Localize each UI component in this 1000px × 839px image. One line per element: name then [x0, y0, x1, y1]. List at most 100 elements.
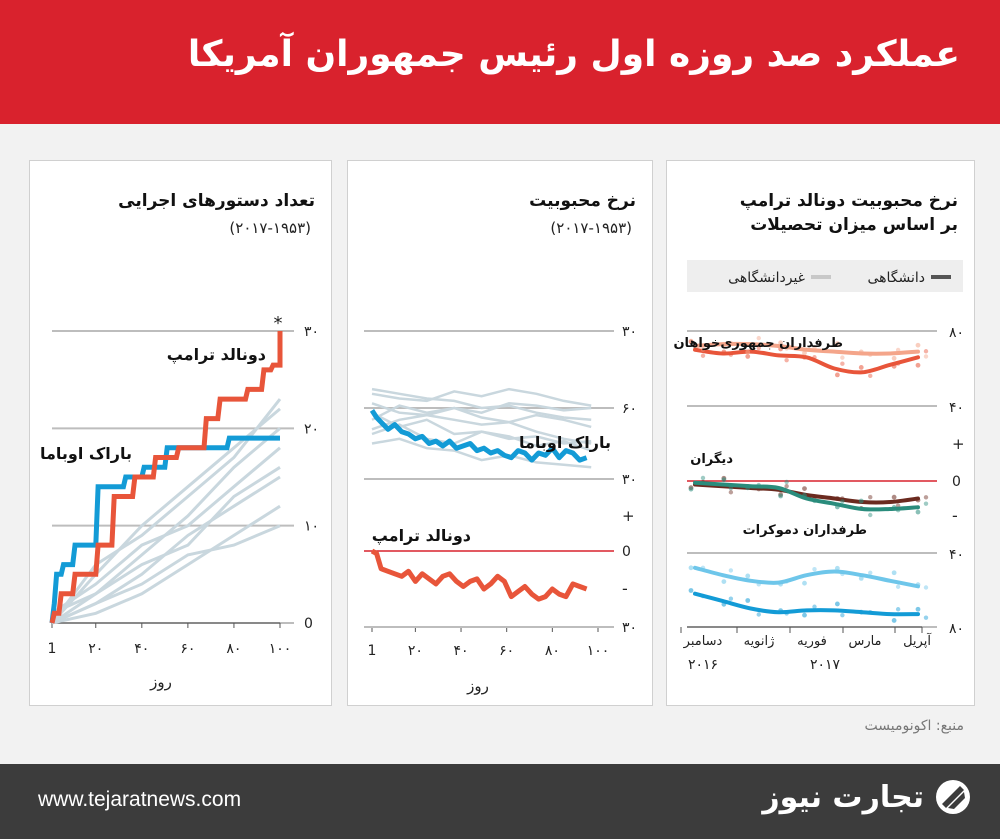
- series-line-obama: [369, 409, 588, 463]
- scatter-point: [840, 361, 845, 366]
- chart-title-line-1: نرخ محبوبیت دونالد ترامپ: [739, 191, 958, 211]
- background-series-line: [371, 423, 592, 452]
- scatter-point: [745, 598, 751, 603]
- y-tick-label: -: [952, 506, 958, 525]
- x-tick-label: ۲۰: [88, 641, 103, 657]
- scatter-point: [778, 493, 784, 499]
- scatter-point: [812, 604, 817, 609]
- x-tick-label: ۱۰۰: [269, 641, 292, 657]
- scatter-point: [891, 355, 897, 361]
- panel-approval-by-education: نرخ محبوبیت دونالد ترامپ بر اساس میزان ت…: [666, 160, 975, 706]
- x-tick-label: ۱۰۰: [587, 643, 610, 659]
- x-tick-label: فوریه: [797, 634, 827, 649]
- scatter-point: [891, 570, 897, 576]
- series-label-obama: باراک اوباما: [519, 433, 611, 452]
- footer: www.tejaratnews.com تجارت نیوز: [0, 764, 1000, 839]
- y-tick-label: 0: [952, 474, 961, 490]
- scatter-point: [923, 495, 929, 500]
- brand-logo: تجارت نیوز: [762, 778, 972, 816]
- series-line-2-1: [693, 565, 920, 589]
- scatter-point: [700, 475, 706, 481]
- x-tick-label: 1: [48, 641, 57, 657]
- group-label: دیگران: [690, 451, 733, 467]
- scatter-point: [915, 509, 921, 515]
- scatter-point: [834, 601, 840, 607]
- y-tick-label: ۴۰: [949, 400, 964, 416]
- panel-executive-orders: تعداد دستورهای اجرایی (۲۰۱۷-۱۹۵۳) 0 ۱۰ ۲۰ ۳…: [29, 160, 332, 706]
- y-tick-label: ۸۰: [949, 621, 964, 637]
- legend-label-college: دانشگاهی: [867, 269, 925, 286]
- scatter-point: [778, 340, 784, 346]
- scatter-point: [745, 349, 751, 355]
- series-label-trump: دونالد ترامپ: [167, 345, 266, 365]
- scatter-point: [721, 477, 727, 483]
- background-series-line: [371, 402, 592, 431]
- x-axis-label: روز: [466, 677, 489, 695]
- series-line-0-1: [693, 341, 920, 356]
- background-series-line: [51, 466, 281, 615]
- website-url: www.tejaratnews.com: [38, 788, 242, 811]
- series-line-0-0: [693, 347, 920, 375]
- y-tick-label: ۱۰: [304, 519, 319, 535]
- scatter-point: [895, 584, 901, 589]
- scatter-point: [745, 573, 751, 579]
- x-tick-label: ۴۰: [134, 641, 149, 657]
- scatter-point: [891, 618, 897, 623]
- x-tick-label: ۶۰: [180, 641, 195, 657]
- scatter-point: [858, 498, 864, 504]
- series-label-obama: باراک اوباما: [40, 444, 132, 463]
- y-tick-label: ۴۰: [949, 547, 964, 563]
- scatter-point: [688, 588, 694, 593]
- scatter-point: [923, 585, 929, 590]
- background-series-line: [371, 387, 592, 407]
- group-label: طرفداران دموکرات: [743, 523, 867, 538]
- scatter-point: [868, 373, 873, 379]
- background-series-line: [51, 524, 281, 625]
- scatter-point: [834, 341, 840, 347]
- page-title: عملکرد صد روزه اول رئیس جمهوران آمریکا: [187, 34, 960, 75]
- scatter-point: [688, 338, 694, 344]
- scatter-point: [802, 612, 807, 618]
- x-tick-label: ۸۰: [226, 641, 241, 657]
- scatter-point: [858, 365, 864, 370]
- scatter-point: [721, 579, 727, 584]
- x-tick-label: دسامبر: [683, 634, 723, 649]
- scatter-point: [802, 350, 807, 356]
- scatter-point: [784, 357, 789, 363]
- legend-swatch-noncollege: [811, 275, 831, 279]
- scatter-point: [868, 512, 873, 518]
- scatter-point: [756, 345, 761, 351]
- chart-subtitle: (۲۰۱۷-۱۹۵۳): [229, 219, 311, 237]
- scatter-point: [756, 335, 761, 341]
- annotation-asterisk: *: [274, 313, 283, 334]
- scatter-point: [915, 606, 921, 612]
- scatter-point: [700, 347, 706, 352]
- chart-subtitle: (۲۰۱۷-۱۹۵۳): [550, 219, 632, 237]
- y-tick-label: ۳۰: [622, 324, 637, 340]
- chart-title: نرخ محبوبیت دونالد ترامپ بر اساس میزان ت…: [740, 189, 958, 237]
- x-tick-label: ۸۰: [545, 643, 560, 659]
- group-label: طرفداران جمهوری‌خواهان: [673, 336, 843, 351]
- scatter-point: [728, 596, 734, 601]
- x-axis-label: روز: [149, 673, 172, 691]
- background-series-line: [371, 437, 592, 469]
- y-tick-label: ۳۰: [304, 324, 319, 340]
- legend-label-noncollege: غیردانشگاهی: [728, 269, 805, 286]
- background-series-line: [371, 402, 592, 445]
- scatter-point: [923, 354, 929, 359]
- approval-by-education-chart: ۸۰ ۴۰ +0 - ۴۰ ۸۰ طرفداران جمهوری‌خواهان دیگران ط…: [673, 325, 965, 673]
- y-tick-label: ۲۰: [304, 421, 319, 437]
- scatter-point: [868, 495, 873, 500]
- scatter-point: [784, 483, 789, 489]
- x-tick-label: آپریل: [903, 632, 932, 649]
- scatter-point: [784, 479, 789, 485]
- scatter-point: [802, 580, 807, 586]
- scatter-point: [834, 565, 840, 571]
- y-tick-label: +: [952, 435, 965, 453]
- series-line-0: [49, 331, 283, 624]
- y-tick-label: -: [622, 579, 628, 598]
- chart-title: نرخ محبوبیت: [529, 191, 636, 211]
- x-tick-label: ژانویه: [744, 634, 775, 649]
- background-series-line: [51, 504, 281, 625]
- series-line-trump: [370, 548, 588, 602]
